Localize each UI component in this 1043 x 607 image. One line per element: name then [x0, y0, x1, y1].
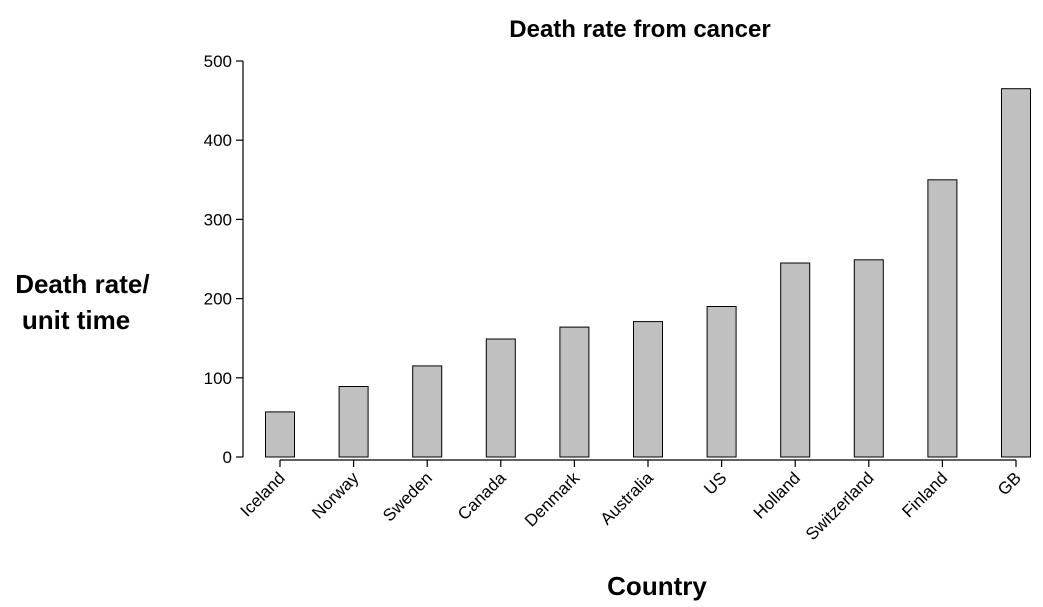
- x-tick-label: Denmark: [521, 468, 584, 531]
- x-tick-label: Sweden: [379, 468, 436, 525]
- bar-switzerland: [853, 259, 884, 458]
- bar-canada: [485, 338, 516, 458]
- x-tick-label: US: [700, 468, 730, 498]
- x-tick-label: Norway: [308, 468, 363, 523]
- x-tick-label: Iceland: [237, 468, 289, 520]
- bars: [265, 88, 1031, 458]
- y-axis-title-line-2: unit time: [22, 305, 130, 335]
- y-tick-label: 200: [204, 290, 232, 309]
- y-tick-label: 300: [204, 210, 232, 229]
- x-axis: Iceland Norway Sweden Canada Denmark Australi…: [237, 459, 1025, 544]
- y-axis-title-line-1: Death rate/: [15, 269, 149, 299]
- x-axis-title: Country: [607, 571, 707, 601]
- x-tick-label: Switzerland: [802, 468, 878, 544]
- y-axis-title: Death rate/ unit time: [15, 269, 157, 335]
- bar-sweden: [412, 365, 443, 458]
- y-tick-label: 0: [223, 448, 232, 467]
- bar-denmark: [559, 326, 590, 458]
- y-tick-label: 100: [204, 369, 232, 388]
- bar-norway: [338, 386, 369, 458]
- x-tick-label: Australia: [597, 468, 658, 529]
- chart-title: Death rate from cancer: [509, 16, 770, 43]
- bar-holland: [780, 262, 811, 458]
- x-tick-label: Holland: [750, 468, 804, 522]
- y-tick-label: 400: [204, 131, 232, 150]
- bar-iceland: [265, 411, 295, 458]
- x-tick-label: Canada: [454, 468, 510, 524]
- x-tick-label: Finland: [898, 468, 951, 521]
- bar-australia: [633, 321, 663, 458]
- y-axis: 0 100 200 300 400 500: [204, 52, 244, 467]
- x-tick-label: GB: [994, 468, 1025, 499]
- y-tick-label: 500: [204, 52, 232, 71]
- bar-gb: [1001, 88, 1031, 458]
- bar-finland: [927, 179, 958, 458]
- bar-us: [706, 306, 737, 458]
